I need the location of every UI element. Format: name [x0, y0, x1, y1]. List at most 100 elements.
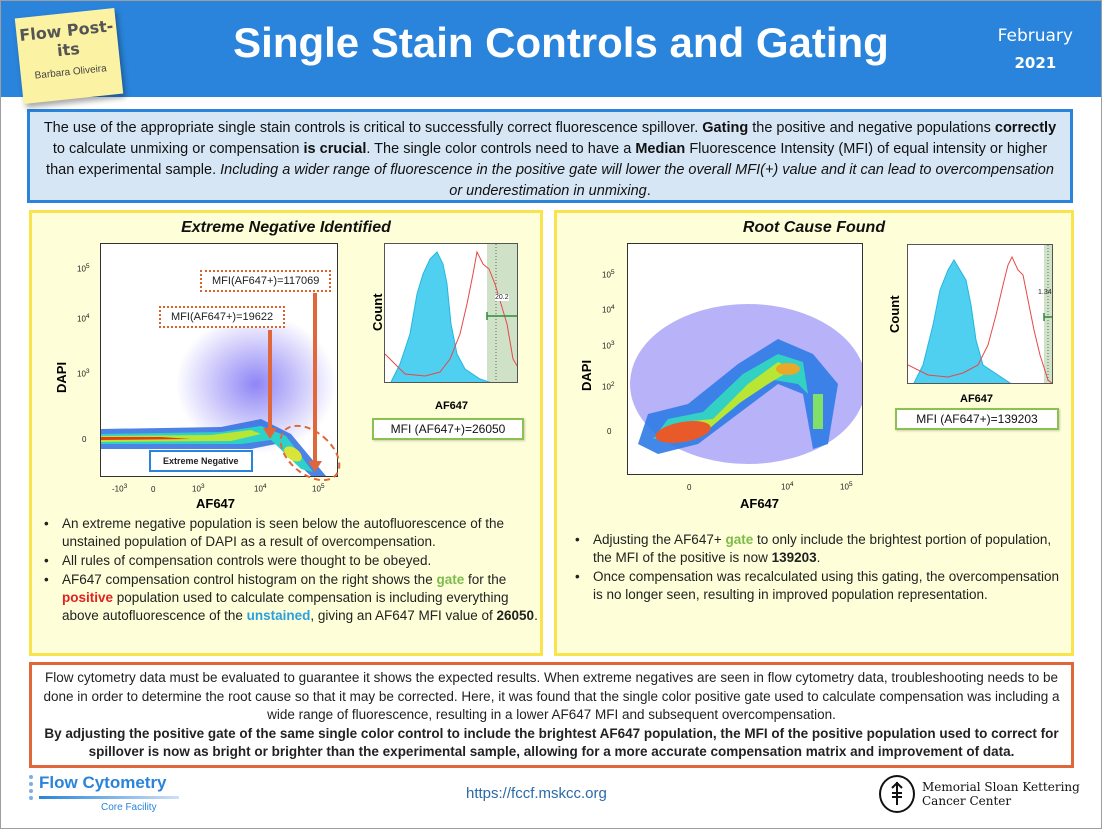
intro-bold: correctly — [994, 120, 1057, 136]
x-tick: 104 — [254, 483, 267, 494]
scatter-plot-right — [627, 243, 863, 475]
bullet-text: . — [534, 608, 538, 623]
scatter-xlabel: AF647 — [196, 496, 236, 511]
postit-title: Flow Post-its — [18, 16, 115, 61]
intro-text: . The single color controls need to have… — [366, 141, 636, 157]
hist-ylabel: Count — [370, 293, 385, 331]
x-tick: 0 — [687, 483, 692, 492]
logo-sub: Core Facility — [101, 802, 157, 813]
gate-highlight: gate — [725, 532, 754, 547]
x-tick: 105 — [840, 481, 853, 492]
flow-postits-note: Flow Post-its Barbara Oliveira — [14, 8, 124, 104]
histogram-curves — [908, 245, 1052, 383]
y-tick: 102 — [602, 381, 615, 392]
y-tick: 104 — [77, 313, 90, 324]
bullet-text: AF647 compensation control histogram on … — [62, 572, 437, 587]
x-tick: 0 — [151, 485, 156, 494]
gate-highlight: gate — [436, 572, 465, 587]
summary-bold-text: By adjusting the positive gate of the sa… — [44, 725, 1059, 760]
unstained-highlight: unstained — [246, 608, 311, 623]
panel-title: Extreme Negative Identified — [181, 219, 391, 236]
mfi-box: MFI (AF647+)=26050 — [372, 418, 524, 440]
postit-author: Barbara Oliveira — [34, 63, 108, 82]
y-tick: 103 — [77, 368, 90, 379]
date-month: February — [997, 26, 1073, 46]
bullet-text: population used to calculate compensatio… — [62, 590, 509, 623]
intro-text: Fluorescence Intensity (MFI) of equal in… — [46, 141, 1048, 178]
msk-logo: Memorial Sloan Kettering Cancer Center — [879, 775, 1080, 813]
mfi-value: 26050 — [496, 608, 535, 623]
histogram-left: 20.2 — [384, 243, 518, 383]
intro-bold: Median — [635, 141, 686, 157]
panel-root-cause: Root Cause Found DAPI 105 104 103 102 0 … — [554, 210, 1074, 656]
facility-url-link[interactable]: https://fccf.mskcc.org — [466, 785, 607, 802]
mfi-value: 139203 — [771, 550, 817, 565]
bullet-item: Adjusting the AF647+ gate to only includ… — [571, 531, 1071, 567]
arrowhead-low — [263, 428, 277, 439]
bullet-text: , giving an AF647 MFI value of — [310, 608, 497, 623]
bullet-text: . — [816, 550, 821, 565]
bullet-list: An extreme negative population is seen b… — [40, 515, 540, 626]
bullet-item: All rules of compensation controls were … — [40, 552, 540, 570]
extreme-negative-label: Extreme Negative — [149, 450, 253, 472]
arrow-high — [313, 293, 317, 463]
flow-cytometry-logo: Flow Cytometry Core Facility — [29, 773, 179, 813]
gate-percent: 1.34 — [1038, 289, 1052, 296]
arrowhead-high — [308, 461, 322, 472]
scatter-xlabel: AF647 — [740, 496, 780, 511]
logo-divider — [39, 796, 179, 799]
panel-title: Root Cause Found — [742, 219, 886, 236]
bullet-item: An extreme negative population is seen b… — [40, 515, 540, 551]
mfi-box: MFI (AF647+)=139203 — [895, 408, 1059, 430]
positive-highlight: positive — [62, 590, 114, 605]
histogram-right: 1.34 — [907, 244, 1053, 384]
header-banner: Single Stain Controls and Gating Februar… — [1, 1, 1101, 97]
intro-box: The use of the appropriate single stain … — [27, 109, 1073, 203]
y-tick: 105 — [602, 269, 615, 280]
summary-box: Flow cytometry data must be evaluated to… — [29, 662, 1074, 768]
intro-bold: is crucial — [303, 141, 367, 157]
y-tick: 0 — [82, 435, 87, 444]
bullet-text: for the — [464, 572, 507, 587]
intro-text: The use of the appropriate single stain … — [43, 120, 703, 136]
hist-xlabel: AF647 — [435, 400, 469, 412]
msk-name: Memorial Sloan Kettering — [922, 780, 1080, 794]
date-year: 2021 — [1014, 54, 1057, 72]
intro-italic: Including a wider range of fluorescence … — [220, 162, 1054, 199]
panel-extreme-negative: Extreme Negative Identified DAPI 105 104… — [29, 210, 543, 656]
logo-dots-icon — [29, 775, 33, 803]
logo-main: Flow Cytometry — [39, 773, 167, 792]
msk-subname: Cancer Center — [922, 794, 1012, 808]
msk-emblem-icon — [879, 775, 915, 813]
intro-text: . — [646, 183, 651, 199]
mfi-callout-low: MFI(AF647+)=19622 — [159, 306, 286, 328]
page-title: Single Stain Controls and Gating — [233, 19, 889, 66]
bullet-text: Adjusting the AF647+ — [593, 532, 726, 547]
scatter-ylabel: DAPI — [579, 359, 594, 391]
mfi-callout-high: MFI(AF647+)=117069 — [200, 270, 332, 292]
y-tick: 103 — [602, 340, 615, 351]
x-tick: 103 — [192, 483, 205, 494]
summary-text: Flow cytometry data must be evaluated to… — [43, 670, 1060, 722]
intro-bold: Gating — [702, 120, 749, 136]
x-tick: 104 — [781, 481, 794, 492]
x-tick: -103 — [112, 483, 128, 494]
bullet-item: Once compensation was recalculated using… — [571, 568, 1071, 604]
y-tick: 105 — [77, 263, 90, 274]
y-tick: 104 — [602, 304, 615, 315]
bullet-text: to only include the brightest portion of… — [593, 532, 1052, 565]
bullet-list: Adjusting the AF647+ gate to only includ… — [571, 531, 1071, 605]
x-tick: 105 — [312, 483, 325, 494]
scatter-ylabel: DAPI — [54, 361, 69, 393]
hist-ylabel: Count — [887, 295, 902, 333]
y-tick: 0 — [607, 427, 612, 436]
scatter-density — [630, 304, 862, 464]
hist-xlabel: AF647 — [960, 393, 994, 405]
arrow-low — [268, 330, 272, 430]
bullet-item: AF647 compensation control histogram on … — [40, 571, 540, 625]
date-label: February 2021 — [998, 23, 1073, 77]
gate-percent: 20.2 — [495, 294, 509, 301]
histogram-curves — [385, 244, 517, 382]
intro-text: to calculate unmixing or compensation — [52, 141, 304, 157]
intro-text: the positive and negative populations — [748, 120, 995, 136]
